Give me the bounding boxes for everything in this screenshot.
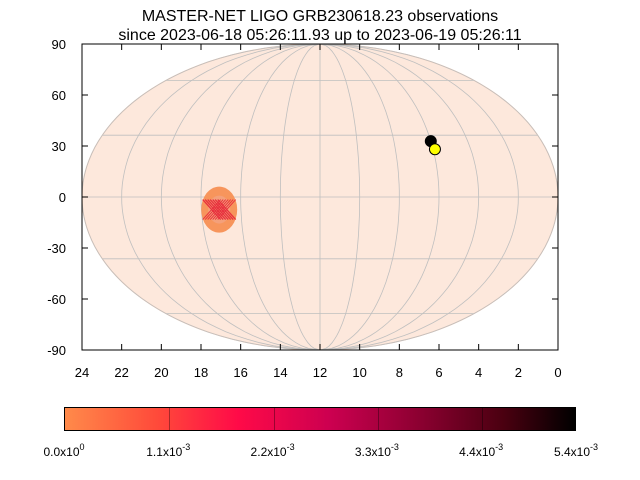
colorbar-tick-exponent: 0 [79,442,85,452]
x-tick-label: 0 [554,365,561,380]
x-tick-label: 18 [194,365,208,380]
probability-region-hatch [214,199,234,220]
colorbar-tick-exponent: -3 [390,442,399,452]
colorbar-tick-label: 5.4x10-3 [553,442,599,459]
colorbar-tick-mantissa: 0.0x10 [43,445,80,459]
colorbar-tick-exponent: -3 [590,442,599,452]
x-tick-label: 2 [515,365,522,380]
colorbar-tick-label: 3.3x10-3 [354,442,399,459]
colorbar-tick-mantissa: 5.4x10 [553,445,591,459]
x-tick-label: 6 [435,365,442,380]
y-tick-label: 90 [52,37,66,52]
chart-title: MASTER-NET LIGO GRB230618.23 observation… [0,7,640,45]
colorbar [64,407,576,431]
probability-region-layer [201,186,238,233]
x-tick-label: 4 [475,365,482,380]
y-tick-label: 60 [52,88,66,103]
colorbar-tick-label: 0.0x100 [43,442,85,459]
probability-region-hatch [207,199,227,220]
colorbar-division [273,408,275,430]
colorbar-tick-exponent: -3 [495,442,504,452]
colorbar-tick-mantissa: 3.3x10 [354,445,391,459]
chart-title-line-1: MASTER-NET LIGO GRB230618.23 observation… [141,8,499,25]
x-tick-label: 16 [233,365,247,380]
x-tick-label: 12 [313,365,327,380]
y-tick-label: -60 [47,292,66,307]
probability-region-hatch [209,199,229,220]
colorbar-tick-label: 1.1x10-3 [146,442,191,459]
y-tick-label: -30 [47,241,66,256]
x-tick-label: 10 [352,365,366,380]
colorbar-tick-exponent: -3 [286,442,295,452]
colorbar-tick-mantissa: 1.1x10 [146,445,183,459]
x-tick-label: 24 [75,365,89,380]
colorbar-tick-mantissa: 4.4x10 [459,445,496,459]
colorbar-tick-label: 4.4x10-3 [459,442,504,459]
colorbar-division [482,408,484,430]
grid-layer [81,43,559,351]
x-tick-label: 14 [273,365,287,380]
x-tick-label: 20 [154,365,168,380]
colorbar-tick-mantissa: 2.2x10 [250,445,287,459]
marker-layer [424,135,441,156]
y-tick-label: -90 [47,343,66,358]
chart-title-line-2: since 2023-06-18 05:26:11.93 up to 2023-… [118,27,522,44]
probability-region-hatch [212,199,232,220]
colorbar-division [377,408,379,430]
colorbar-tick-label: 2.2x10-3 [250,442,295,459]
probability-region-hatch [217,199,237,220]
colorbar-division [169,408,171,430]
colorbar-tick-exponent: -3 [182,442,191,452]
y-tick-label: 30 [52,139,66,154]
x-tick-label: 22 [114,365,128,380]
x-tick-label: 8 [396,365,403,380]
observation-marker [428,143,441,156]
y-tick-label: 0 [59,190,66,205]
